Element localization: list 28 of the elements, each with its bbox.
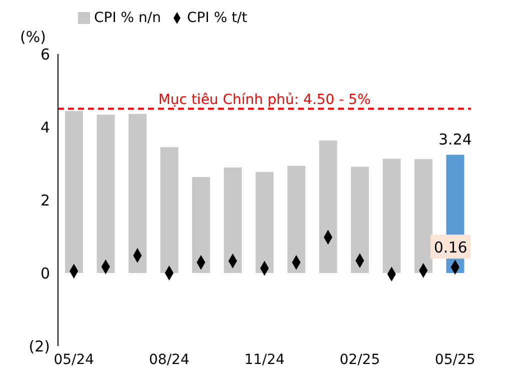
x-tick-label: 11/24 bbox=[244, 352, 285, 368]
y-tick-label: 2 bbox=[40, 191, 50, 210]
bar bbox=[96, 114, 115, 273]
y-axis-title: (%) bbox=[20, 28, 46, 46]
bar bbox=[287, 166, 306, 273]
bar bbox=[192, 177, 210, 273]
bar bbox=[414, 159, 432, 273]
bar bbox=[319, 140, 338, 273]
bar bbox=[350, 166, 369, 273]
bar bbox=[382, 158, 401, 273]
y-tick-label: 6 bbox=[40, 45, 50, 64]
data-label: 0.16 bbox=[434, 238, 468, 257]
bar bbox=[160, 147, 178, 273]
bar bbox=[128, 114, 147, 273]
ref-line-label: Mục tiêu Chính phủ: 4.50 - 5% bbox=[158, 92, 371, 108]
x-tick-label: 05/25 bbox=[434, 352, 476, 368]
y-tick-label: (2) bbox=[28, 337, 50, 356]
x-tick-label: 02/25 bbox=[340, 352, 380, 368]
legend-label: CPI % n/n bbox=[94, 10, 162, 26]
x-tick-label: 08/24 bbox=[149, 352, 190, 368]
data-label: 3.24 bbox=[438, 130, 472, 149]
y-tick-label: 0 bbox=[40, 264, 50, 282]
x-tick-label: 05/24 bbox=[54, 352, 94, 368]
y-tick-label: 4 bbox=[40, 118, 50, 136]
legend-label: CPI % t/t bbox=[187, 10, 248, 26]
bar bbox=[64, 110, 83, 273]
bar bbox=[256, 172, 274, 273]
bar bbox=[224, 168, 242, 273]
